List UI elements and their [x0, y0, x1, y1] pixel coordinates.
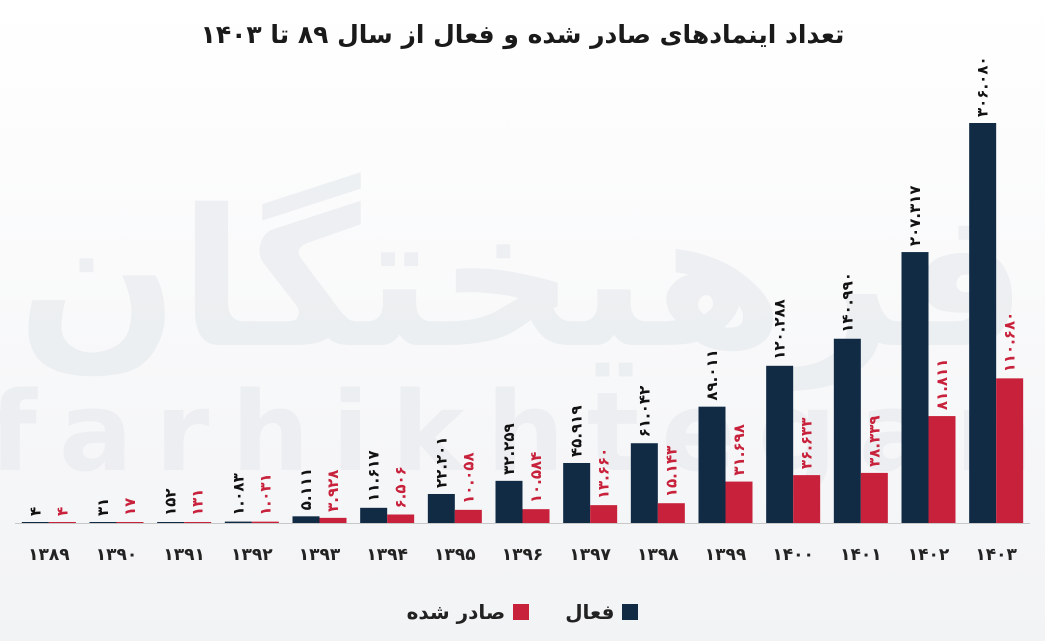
bar-issued-7	[522, 509, 550, 523]
data-label-issued-13: ۸۱.۸۱۱	[933, 359, 951, 410]
data-label-issued-12: ۳۸.۳۳۹	[865, 415, 883, 466]
data-label-issued-10: ۳۱.۶۹۸	[730, 424, 748, 475]
bar-issued-8	[590, 505, 618, 523]
legend-item-issued: صادر شده	[407, 600, 530, 624]
x-tick-label-13: ۱۴۰۲	[908, 545, 950, 565]
x-tick-label-1: ۱۳۹۰	[96, 545, 138, 565]
bar-active-0	[21, 522, 49, 523]
legend-swatch-active	[622, 604, 639, 620]
legend-label-issued: صادر شده	[406, 600, 506, 624]
data-label-issued-5: ۶.۵۰۶	[392, 466, 410, 508]
data-label-active-13: ۲۰۷.۳۱۷	[906, 185, 924, 246]
data-label-active-9: ۶۱.۰۴۲	[635, 386, 653, 437]
bar-active-4	[292, 516, 320, 523]
bar-issued-2	[184, 522, 212, 523]
x-tick-label-10: ۱۳۹۹	[705, 545, 747, 565]
bar-active-14	[969, 123, 997, 523]
data-label-active-5: ۱۱.۶۱۷	[365, 450, 383, 501]
data-label-issued-6: ۱۰.۰۵۸	[459, 452, 477, 503]
x-tick-label-4: ۱۳۹۳	[299, 545, 341, 565]
data-label-active-7: ۳۲.۲۵۹	[500, 423, 518, 474]
bar-issued-0	[48, 522, 76, 523]
bar-issued-4	[319, 517, 347, 523]
data-label-issued-7: ۱۰.۵۸۴	[527, 452, 545, 503]
bar-active-11	[766, 365, 794, 523]
data-label-active-12: ۱۴۰.۹۹۰	[838, 272, 856, 333]
data-label-issued-4: ۳.۹۲۸	[324, 470, 342, 512]
bar-active-7	[495, 480, 523, 523]
bar-issued-11	[793, 475, 821, 523]
chart-title: تعداد اینمادهای صادر شده و فعال از سال ۸…	[200, 20, 845, 49]
data-label-active-8: ۴۵.۹۱۹	[568, 406, 586, 457]
x-tick-label-6: ۱۳۹۵	[434, 545, 476, 565]
data-label-active-3: ۱.۰۸۳	[229, 473, 247, 515]
data-label-issued-1: ۱۷	[121, 498, 139, 516]
bar-active-12	[833, 338, 861, 523]
bar-issued-3	[251, 521, 279, 523]
data-label-issued-2: ۱۳۱	[189, 489, 207, 516]
bar-issued-1	[116, 522, 144, 523]
bar-active-10	[698, 406, 726, 523]
bar-active-1	[89, 522, 117, 523]
bar-active-13	[901, 252, 929, 523]
data-label-issued-8: ۱۳.۶۶۰	[595, 448, 613, 499]
bar-issued-9	[657, 503, 685, 523]
bar-issued-13	[928, 416, 956, 523]
data-label-issued-14: ۱۱۰.۶۸۰	[1001, 312, 1019, 373]
x-tick-label-14: ۱۴۰۳	[975, 545, 1017, 565]
bar-issued-10	[725, 481, 753, 523]
bar-active-8	[563, 462, 591, 523]
legend: فعال صادر شده	[0, 600, 1045, 624]
data-label-issued-9: ۱۵.۱۴۳	[662, 446, 680, 497]
x-tick-label-3: ۱۳۹۲	[231, 545, 273, 565]
data-label-active-10: ۸۹.۰۱۱	[703, 349, 721, 400]
legend-item-active: فعال	[565, 600, 639, 624]
bar-active-5	[360, 507, 388, 523]
data-label-active-14: ۳۰۶.۰۸۰	[974, 56, 992, 117]
bar-active-3	[224, 521, 252, 523]
legend-label-active: فعال	[565, 600, 615, 624]
x-tick-label-11: ۱۴۰۰	[772, 545, 814, 565]
data-label-active-1: ۳۱	[94, 498, 112, 516]
data-label-active-4: ۵.۱۱۱	[297, 468, 315, 510]
data-label-issued-0: ۴	[53, 507, 71, 516]
bar-issued-6	[454, 509, 482, 523]
x-tick-label-0: ۱۳۸۹	[28, 545, 70, 565]
bar-issued-14	[996, 378, 1024, 523]
bar-issued-12	[860, 472, 888, 523]
data-label-issued-11: ۳۶.۶۳۳	[798, 418, 816, 469]
data-label-active-0: ۴	[26, 507, 44, 516]
bar-active-2	[157, 522, 185, 523]
data-label-active-2: ۱۵۲	[162, 489, 180, 516]
legend-swatch-issued	[513, 604, 530, 620]
data-label-active-6: ۲۲.۲۰۱	[432, 437, 450, 488]
x-tick-label-7: ۱۳۹۶	[502, 545, 544, 565]
data-label-issued-3: ۱.۰۳۱	[256, 473, 274, 515]
x-tick-label-8: ۱۳۹۷	[569, 545, 611, 565]
x-tick-label-5: ۱۳۹۴	[366, 545, 408, 565]
x-tick-label-12: ۱۴۰۱	[840, 545, 882, 565]
x-tick-label-2: ۱۳۹۱	[163, 545, 205, 565]
bar-issued-5	[387, 514, 415, 523]
bar-active-6	[427, 493, 455, 523]
data-label-active-11: ۱۲۰.۲۸۸	[771, 299, 789, 360]
x-tick-label-9: ۱۳۹۸	[637, 545, 679, 565]
bar-active-9	[630, 443, 658, 523]
